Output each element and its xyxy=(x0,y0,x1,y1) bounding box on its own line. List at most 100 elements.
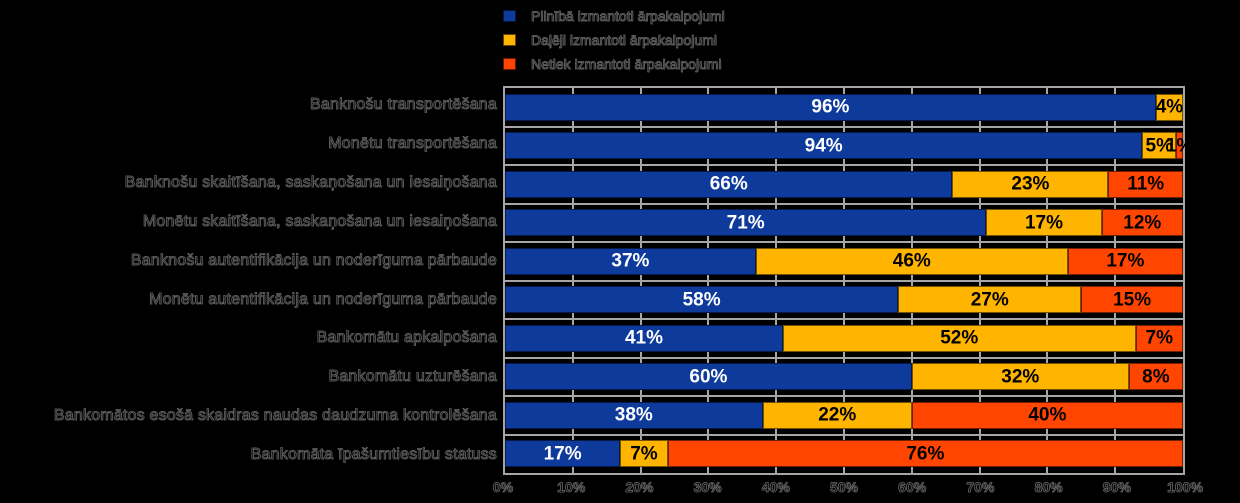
category-label: Monētu autentifikācija un noderīguma pār… xyxy=(149,290,498,308)
bar-segment-partial: 4% xyxy=(1155,93,1184,121)
bar-segment-none: 12% xyxy=(1101,209,1183,237)
horizontal-gridline xyxy=(505,202,1183,205)
x-axis-tick-label: 20% xyxy=(625,479,654,496)
bar-segment-none: 76% xyxy=(667,440,1183,468)
bar-value-label: 11% xyxy=(1127,173,1165,195)
category-label: Monētu transportēšana xyxy=(328,134,497,152)
category-label: Banknošu transportēšana xyxy=(310,96,498,114)
legend-item: Netiek izmantoti ārpakalpojumi xyxy=(503,52,725,76)
bar-value-label: 4% xyxy=(1155,96,1184,118)
chart-legend: Pilnībā izmantoti ārpakalpojumi Daļēji iz… xyxy=(503,4,725,76)
bar-segment-none: 11% xyxy=(1108,170,1183,198)
bar-value-label: 23% xyxy=(1011,173,1050,195)
x-axis-tick-label: 50% xyxy=(829,479,859,496)
category-label: Bankomātu apkalpošana xyxy=(316,329,497,347)
bar-segment-partial: 5% xyxy=(1142,132,1177,160)
stacked-bar: 37% 46% 17% xyxy=(505,247,1183,275)
bar-row: 96% 4% xyxy=(505,88,1183,127)
x-axis-tick-label: 0% xyxy=(492,479,514,496)
x-axis-tick-label: 70% xyxy=(966,479,995,496)
bar-segment-none: 1% xyxy=(1166,132,1193,160)
bar-segment-none: 40% xyxy=(911,401,1183,429)
bar-value-label: 17% xyxy=(543,443,582,465)
bar-segment-partial: 46% xyxy=(755,247,1068,275)
horizontal-gridline xyxy=(505,164,1183,166)
bar-row: 94% 5% 1% xyxy=(505,127,1193,166)
bar-row: 37% 46% 17% xyxy=(505,242,1183,281)
bar-segment-none: 17% xyxy=(1067,247,1183,275)
bar-row: 71% 17% 12% xyxy=(505,204,1183,243)
category-label: Bankomāta īpašumtiesību statuss xyxy=(250,446,497,464)
x-axis-tick-label: 30% xyxy=(693,479,722,496)
bar-value-label: 17% xyxy=(1106,250,1145,272)
stacked-bar: 66% 23% 11% xyxy=(505,170,1183,198)
horizontal-gridline xyxy=(505,125,1183,128)
bar-value-label: 41% xyxy=(624,327,663,349)
category-label: Bankomātu uzturēšana xyxy=(328,368,497,386)
bar-value-label: 15% xyxy=(1113,289,1152,311)
stacked-bar: 71% 17% 12% xyxy=(505,209,1183,237)
bar-segment-full: 94% xyxy=(505,132,1143,160)
bar-row: 41% 52% 7% xyxy=(505,319,1183,358)
bar-value-label: 76% xyxy=(906,443,945,465)
bar-value-label: 27% xyxy=(970,289,1009,311)
bar-segment-partial: 17% xyxy=(986,209,1102,237)
bar-value-label: 96% xyxy=(811,96,850,118)
bar-segment-partial: 22% xyxy=(762,401,912,429)
stacked-bar: 38% 22% 40% xyxy=(505,401,1183,429)
bar-row: 38% 22% 40% xyxy=(505,396,1183,435)
horizontal-gridline xyxy=(505,395,1183,397)
horizontal-gridline xyxy=(505,356,1183,359)
legend-label: Daļēji izmantoti ārpakalpojumi xyxy=(531,32,718,49)
category-label: Monētu skaitīšana, saskaņošana un iesaiņ… xyxy=(142,212,497,230)
bar-segment-full: 38% xyxy=(505,401,763,429)
legend-item: Daļēji izmantoti ārpakalpojumi xyxy=(503,28,725,52)
bar-value-label: 17% xyxy=(1024,212,1064,234)
legend-swatch xyxy=(503,34,516,46)
x-axis-tick-label: 10% xyxy=(557,479,586,496)
legend-item: Pilnībā izmantoti ārpakalpojumi xyxy=(503,4,725,28)
stacked-bar: 58% 27% 15% xyxy=(505,286,1183,314)
stacked-bar: 96% 4% xyxy=(505,93,1184,121)
bar-value-label: 7% xyxy=(1145,327,1173,349)
bar-value-label: 38% xyxy=(614,404,653,426)
bar-value-label: 7% xyxy=(630,443,658,465)
bar-value-label: 5% xyxy=(1145,135,1173,157)
bar-row: 66% 23% 11% xyxy=(505,165,1183,204)
x-axis-tick-label: 60% xyxy=(898,479,927,496)
legend-swatch xyxy=(503,10,516,22)
bar-value-label: 12% xyxy=(1123,212,1162,234)
bar-value-label: 1% xyxy=(1165,135,1194,157)
x-axis-tick-label: 80% xyxy=(1034,479,1063,496)
category-label: Banknošu skaitīšana, saskaņošana un iesa… xyxy=(124,173,497,191)
bar-segment-full: 96% xyxy=(505,93,1156,121)
x-axis: 0% 10% 20% 30% 40% 50% 60% 70% 80% 90% 100% xyxy=(0,479,1240,499)
plot-area: 96% 4% 94% 5% 1% 66% 23% 11% 71% 17% 12% 37% 46% 17% 5… xyxy=(503,86,1193,475)
bar-value-label: 71% xyxy=(726,212,765,234)
horizontal-gridline xyxy=(505,433,1183,436)
bar-segment-partial: 23% xyxy=(952,170,1109,198)
stacked-bar: 94% 5% 1% xyxy=(505,132,1193,160)
x-axis-tick-label: 90% xyxy=(1102,479,1131,496)
bar-segment-full: 60% xyxy=(505,363,912,391)
bar-segment-none: 7% xyxy=(1135,324,1183,352)
horizontal-gridline xyxy=(505,279,1183,282)
bar-segment-full: 17% xyxy=(505,440,621,468)
legend-label: Pilnībā izmantoti ārpakalpojumi xyxy=(531,8,726,25)
stacked-bar: 60% 32% 8% xyxy=(505,363,1183,391)
bar-segment-full: 58% xyxy=(505,286,899,314)
bar-segment-full: 41% xyxy=(505,324,783,352)
bar-segment-full: 66% xyxy=(505,170,953,198)
bar-row: 17% 7% 76% xyxy=(505,435,1183,474)
bar-value-label: 37% xyxy=(611,250,650,272)
bar-segment-none: 8% xyxy=(1128,363,1183,391)
category-label: Banknošu autentifikācija un noderīguma p… xyxy=(130,251,497,269)
bar-value-label: 22% xyxy=(818,404,857,426)
bar-value-label: 60% xyxy=(689,366,728,388)
bar-segment-none: 15% xyxy=(1081,286,1183,314)
bar-value-label: 46% xyxy=(892,250,931,272)
legend-label: Netiek izmantoti ārpakalpojumi xyxy=(531,56,722,73)
bar-row: 58% 27% 15% xyxy=(505,281,1183,320)
bar-value-label: 94% xyxy=(804,135,843,157)
